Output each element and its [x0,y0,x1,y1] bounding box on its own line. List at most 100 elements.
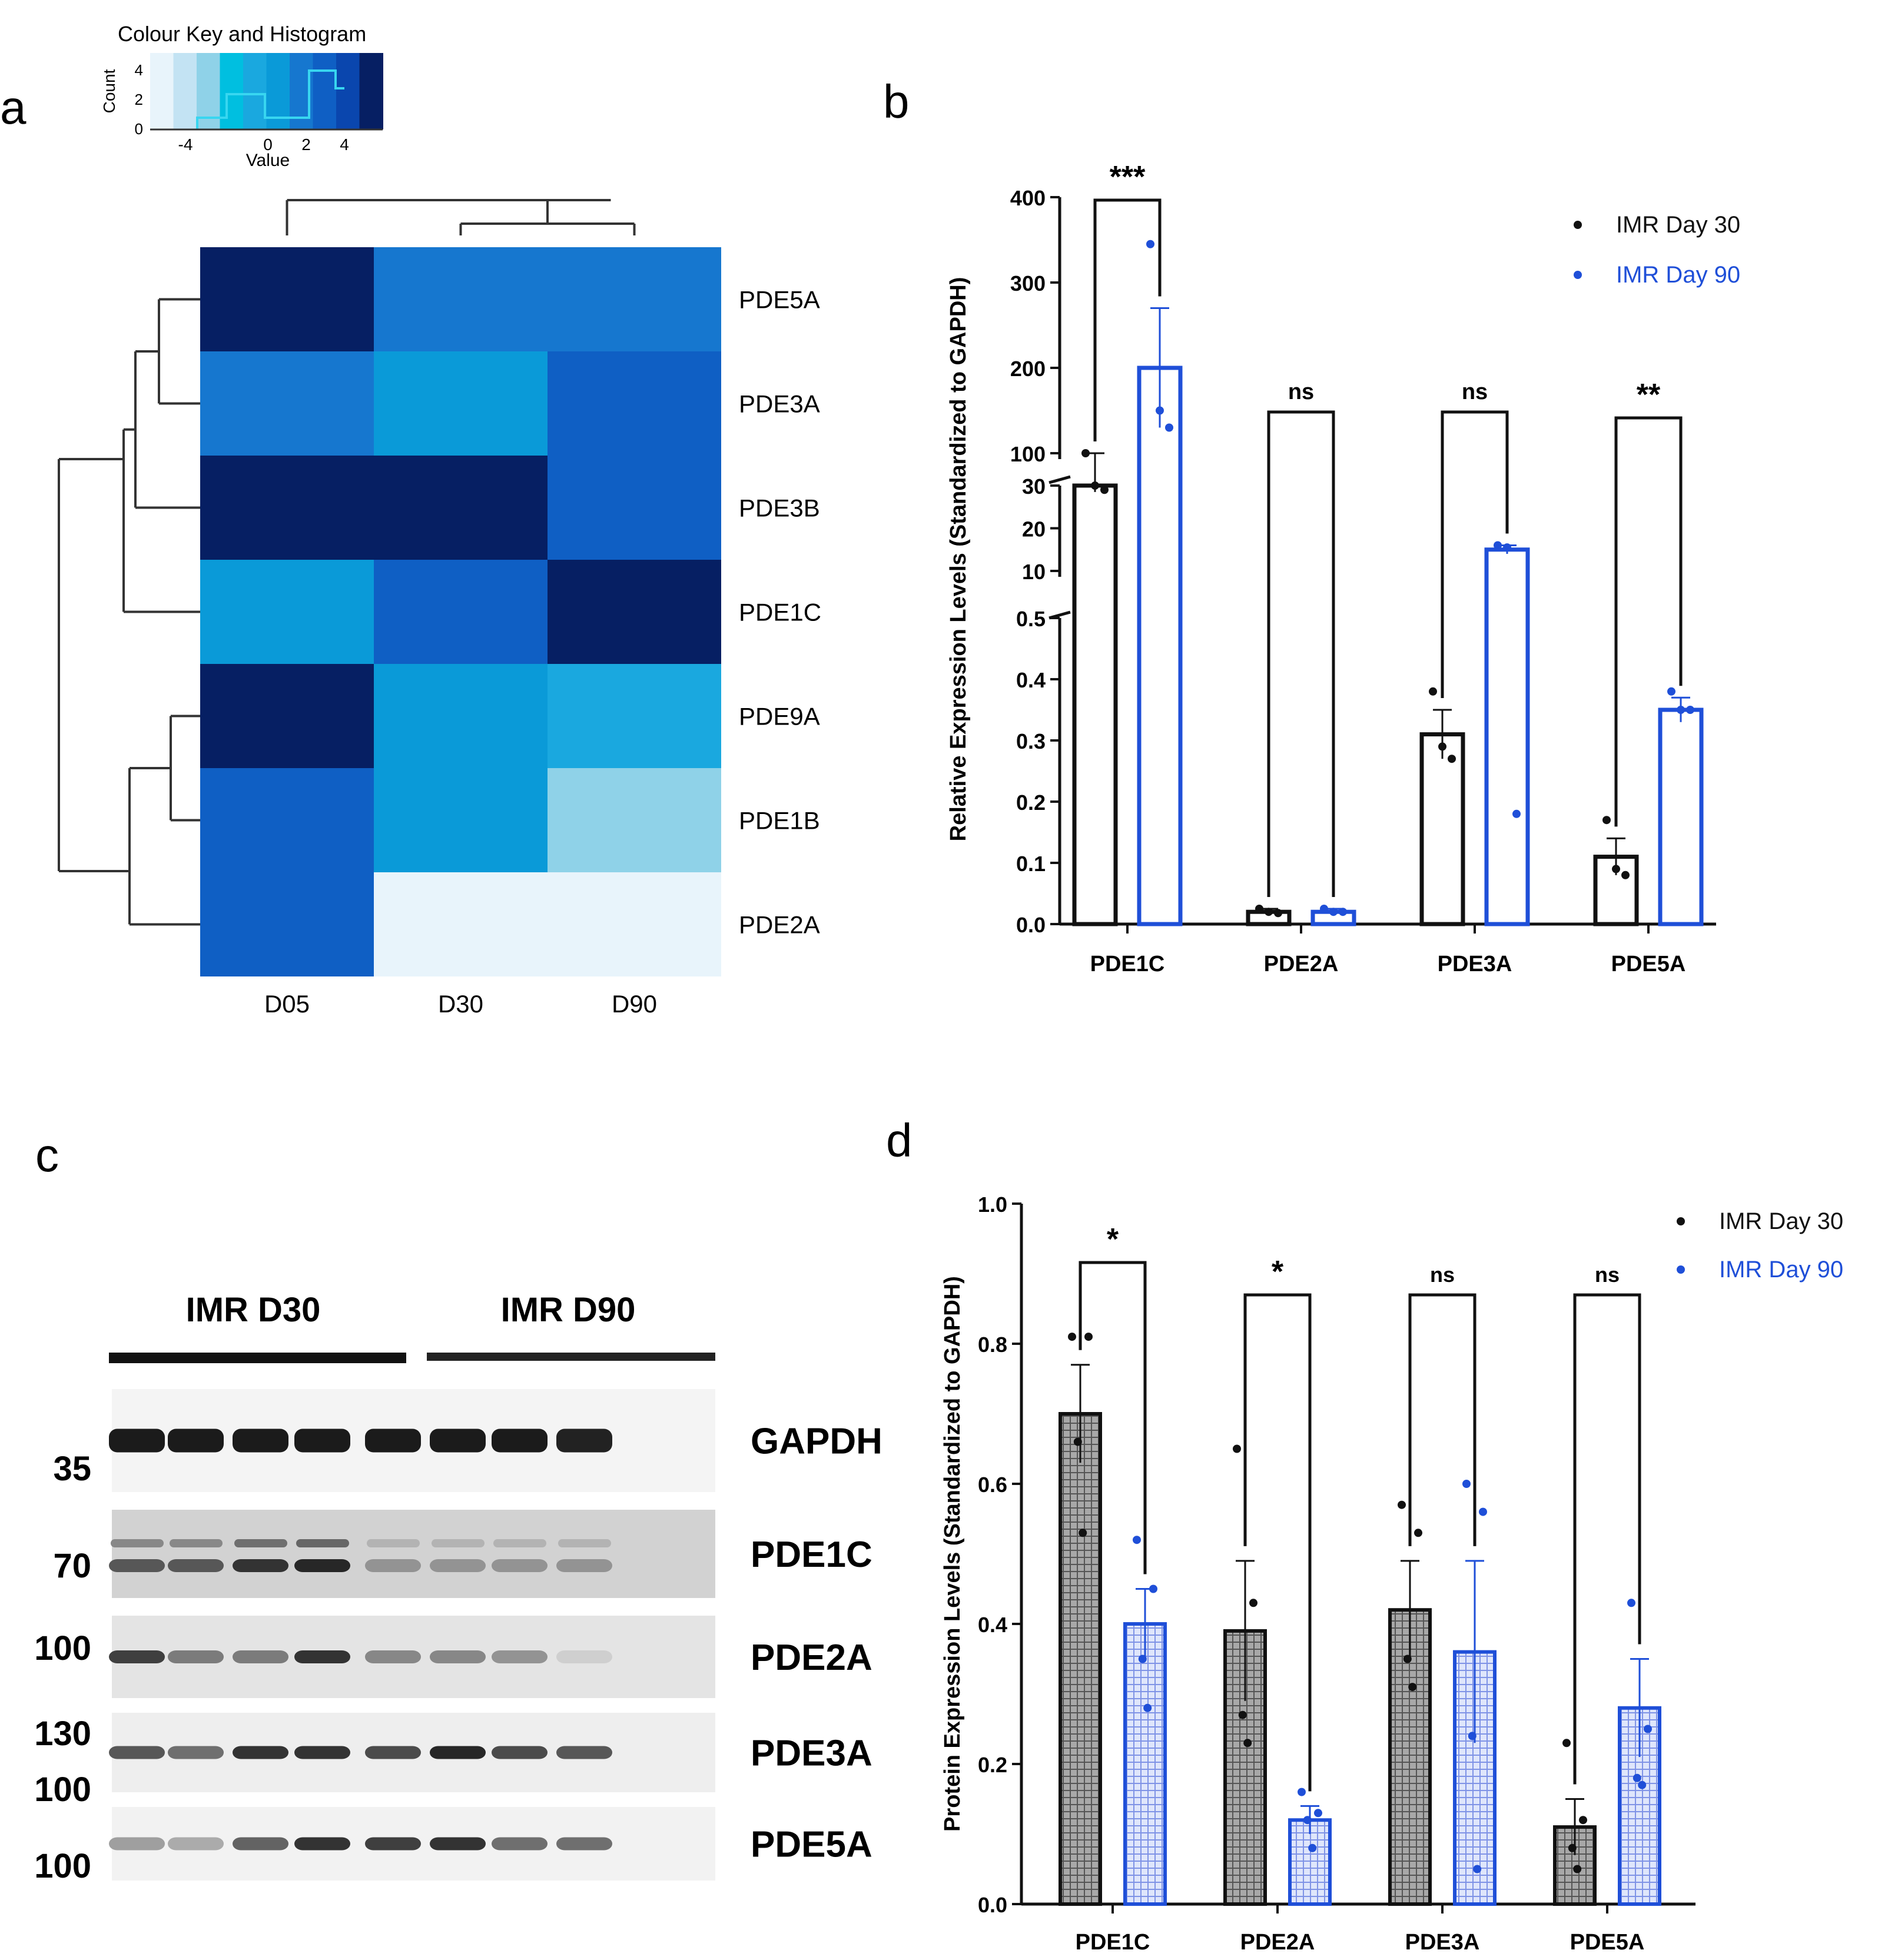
data-point [1602,816,1611,825]
significance-bracket [1614,416,1683,827]
heatmap-cell [548,456,721,560]
heatmap-cell [548,768,721,872]
data-point [1339,908,1347,916]
blot-band [365,1650,421,1663]
data-point [1308,1843,1317,1852]
y-tick-label: 100 [1010,442,1046,466]
legend-marker [1574,271,1582,279]
blot-marker-label: 100 [34,1629,91,1667]
data-point [1138,1655,1147,1663]
data-point [1091,481,1099,490]
x-tick-label: PDE5A [1611,952,1686,976]
data-point [1079,1529,1087,1537]
data-point [1638,1780,1647,1789]
bar [1123,1622,1167,1906]
significance-label: ** [1637,378,1661,412]
y-tick-label: 10 [1022,560,1046,584]
blot-marker-label: 100 [34,1770,91,1809]
heatmap-cell [200,247,374,351]
blot-band [430,1650,486,1663]
heatmap-cell [200,872,374,976]
blot-band [109,1429,165,1453]
heatmap-cell [548,560,721,664]
blot-band [168,1746,224,1759]
y-tick-label: 0.3 [1016,729,1046,753]
data-point [1468,1732,1476,1740]
data-point [1644,1725,1652,1733]
significance-label: *** [1110,160,1146,194]
blot-band [430,1429,486,1453]
heatmap-column-labels: D05 D30 D90 [264,990,657,1018]
heatmap-cell [548,351,721,456]
data-point [1081,449,1090,457]
significance-bracket [1408,1293,1476,1546]
data-point [1621,871,1630,879]
data-point [1448,755,1456,763]
heatmap-cell [374,456,548,560]
blot-band-label: PDE1C [751,1534,872,1575]
legend-label: IMR Day 90 [1719,1257,1843,1283]
color-key-tick: 4 [340,135,349,154]
blot-band [432,1539,485,1547]
blot-band-label: GAPDH [751,1421,882,1462]
blot-marker-label: 130 [34,1715,91,1753]
blot-band [233,1559,288,1572]
blot-group-bar [427,1353,715,1361]
heatmap-panel: Colour Key and Histogram -4 0 2 4Value024Co… [58,22,821,1018]
significance-bracket [1079,1261,1147,1574]
heatmap-row-label: PDE3A [739,390,820,418]
blot-band [111,1539,164,1547]
heatmap-column-label: D90 [612,990,657,1018]
significance-bracket [1093,198,1162,441]
data-point [1146,240,1154,248]
blot-band [492,1650,548,1663]
panel-label-c: c [35,1129,59,1181]
heatmap-row-label: PDE3B [739,494,820,522]
blot-band [430,1559,486,1572]
data-point [1503,543,1511,552]
blot-band [294,1746,350,1759]
bar-chart-b: 0.0 0.1 0.2 0.3 0.4 0.5 10 20 30 100 200 300 400 Rela… [946,160,1740,976]
significance-label: * [1272,1255,1284,1289]
blot-band [168,1559,224,1572]
blot-band [365,1746,421,1759]
color-key-swatch [336,53,360,129]
heatmap-cells [200,247,721,976]
data-point [1149,1584,1157,1593]
blot-band [493,1539,546,1547]
significance-bracket [1243,1293,1312,1792]
blot-band [556,1746,612,1759]
x-tick-label: PDE2A [1240,1930,1315,1955]
blot-marker-label: 100 [34,1847,91,1885]
panel-label-b: b [883,75,910,128]
y-tick-label: 0.1 [1016,852,1046,876]
data-point [1579,1816,1587,1825]
blot-band-label: PDE3A [751,1733,872,1774]
data-point [1068,1333,1076,1341]
y-tick-label: 0.0 [1016,913,1046,937]
heatmap-cell [374,351,548,456]
bar [1658,707,1704,926]
blot-group-label: IMR D30 [186,1291,321,1329]
data-point [1438,742,1446,751]
data-point [1265,908,1273,916]
y-axis-label: Protein Expression Levels (Standardized … [940,1276,965,1832]
heatmap-row-label: PDE9A [739,703,820,730]
data-point [1573,1865,1582,1873]
data-point [1320,905,1328,913]
blot-band [109,1650,165,1663]
color-key-title: Colour Key and Histogram [118,22,366,46]
data-point [1408,1683,1417,1692]
blot-band [233,1837,288,1851]
y-tick-label: 0.2 [978,1753,1007,1777]
data-point [1627,1599,1635,1607]
data-point [1398,1500,1406,1509]
heatmap-cell [200,456,374,560]
bar [1419,732,1465,926]
data-point [1612,865,1620,873]
dendrogram [58,199,636,926]
blot-band-label: PDE2A [751,1637,872,1678]
significance-bracket [1267,410,1335,897]
blot-marker-label: 70 [53,1547,91,1585]
